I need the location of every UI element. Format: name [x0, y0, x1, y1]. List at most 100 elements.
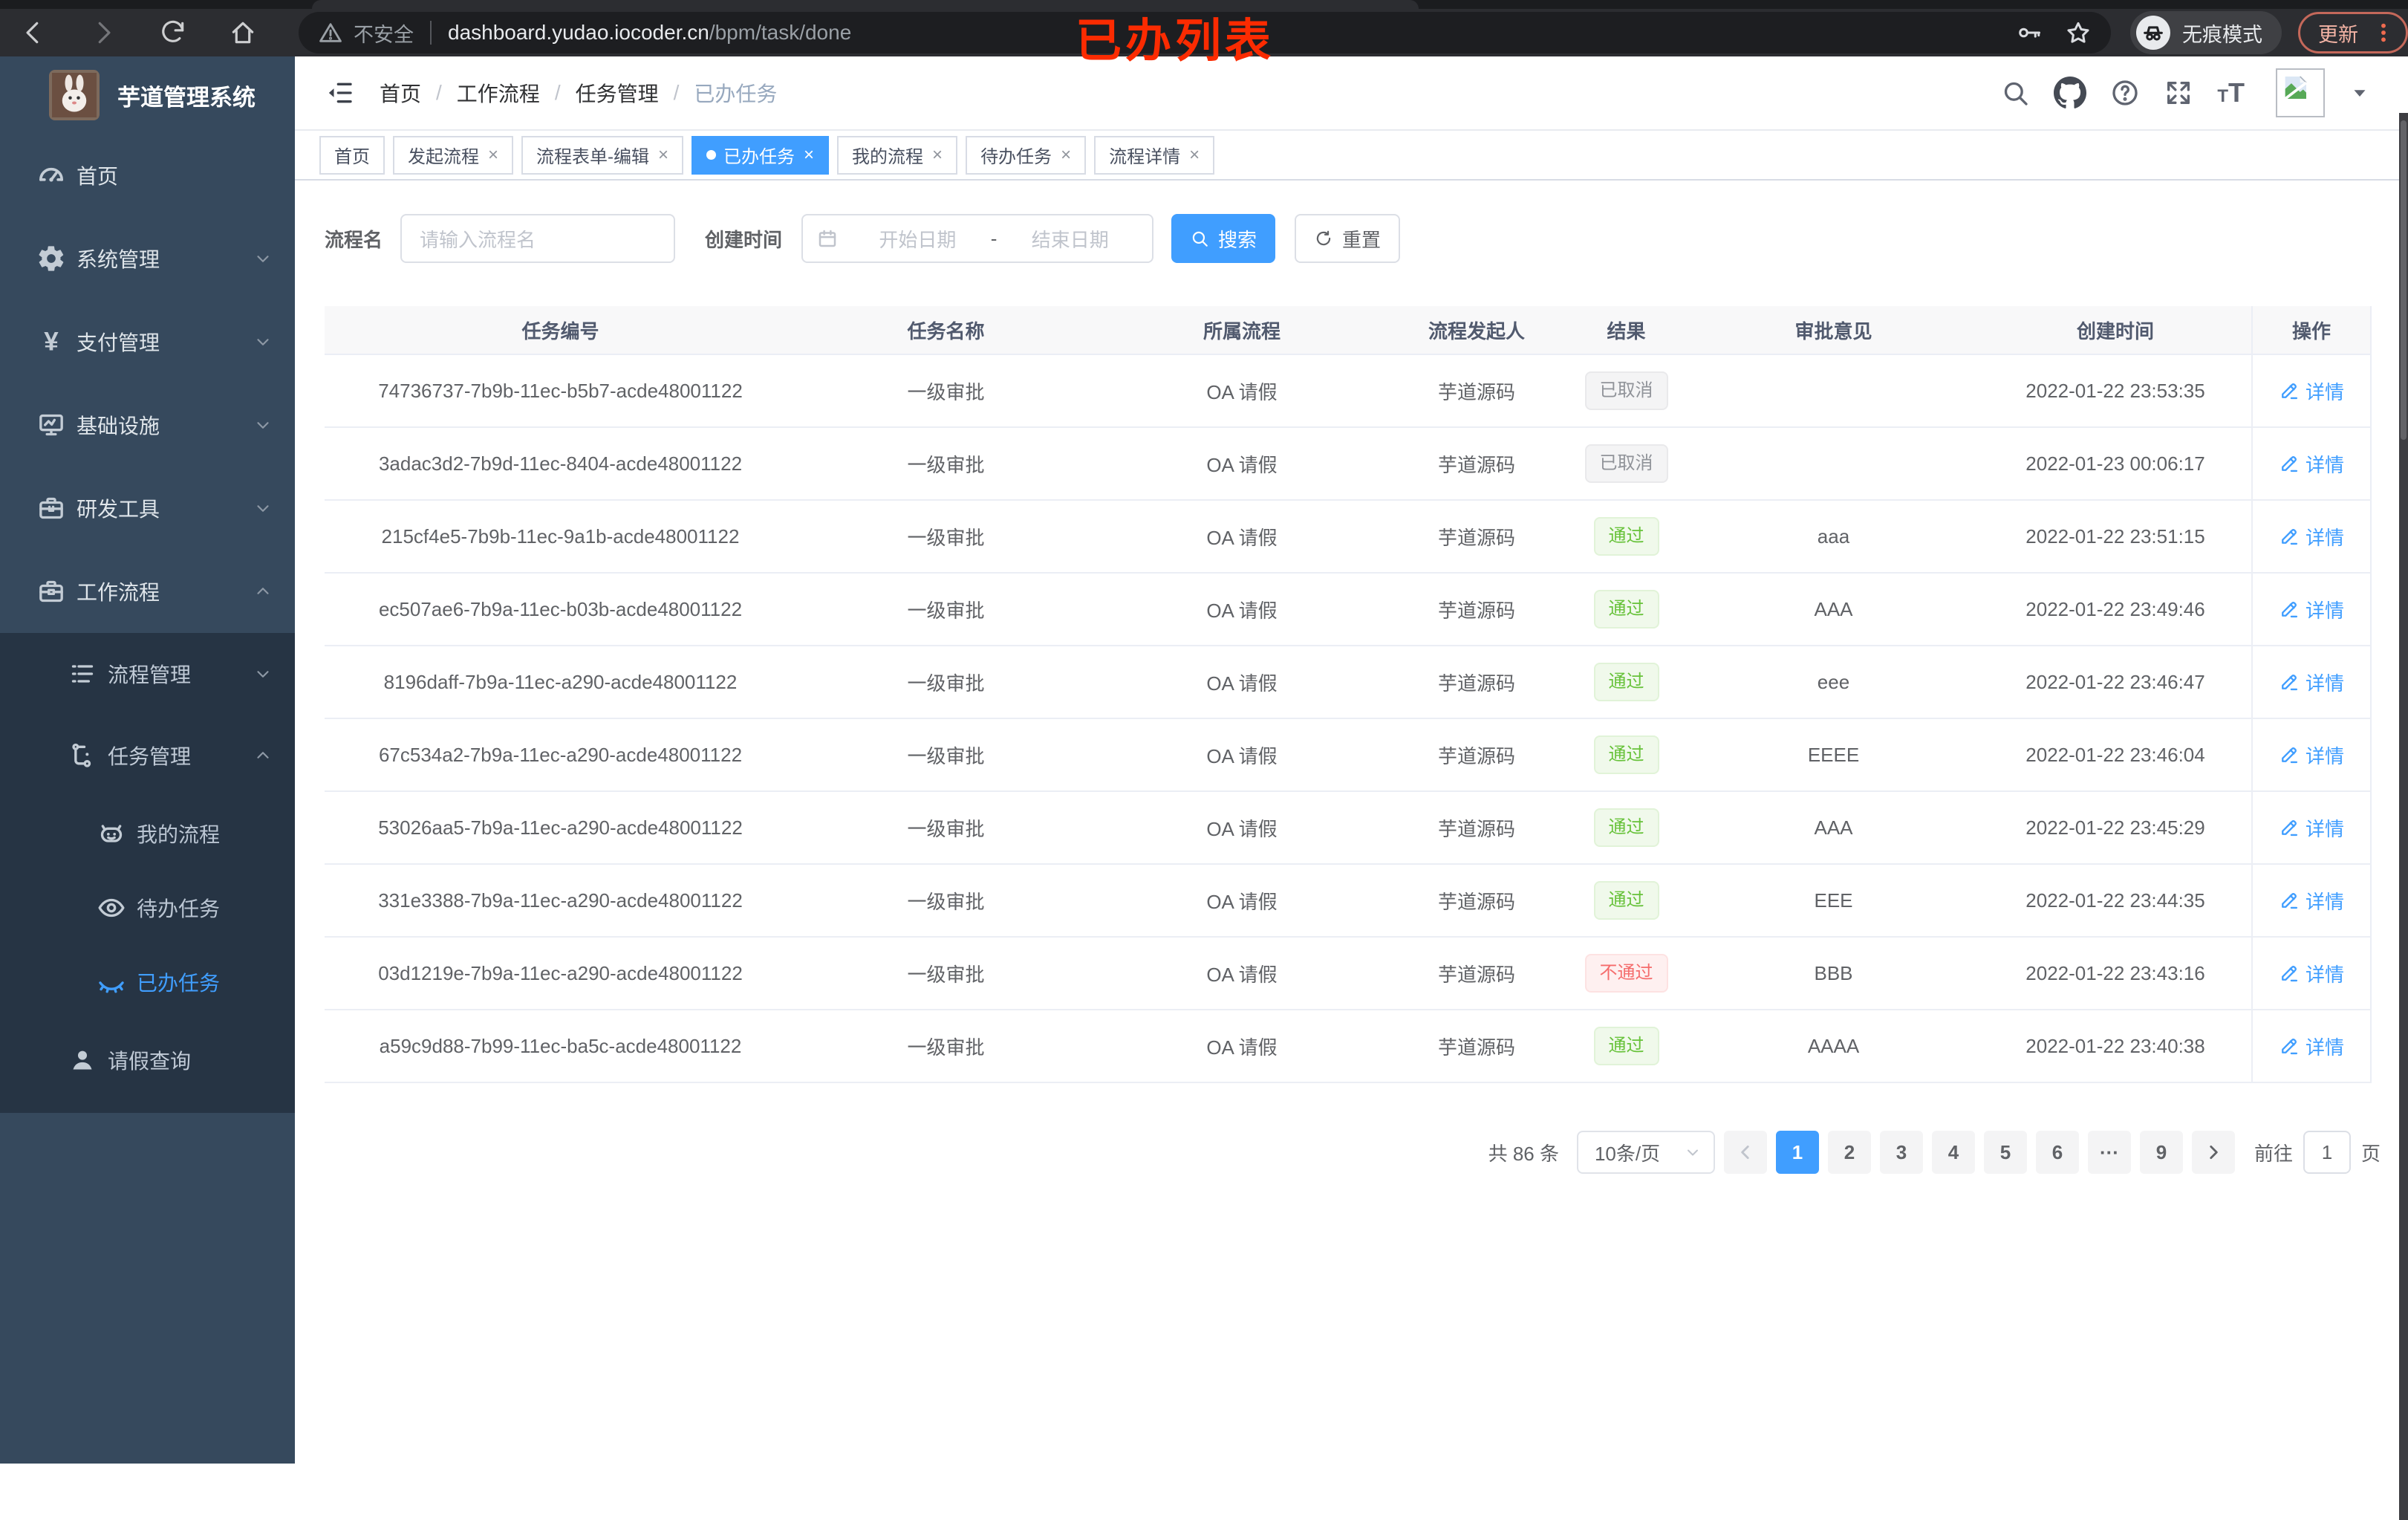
fullscreen-icon[interactable]: [2164, 78, 2193, 108]
browser-update-button[interactable]: 更新: [2298, 12, 2408, 53]
github-icon[interactable]: [2054, 77, 2087, 109]
close-tab-icon[interactable]: ×: [488, 144, 499, 165]
browser-back-button[interactable]: [19, 19, 48, 47]
app-logo-row[interactable]: 芋道管理系统: [0, 56, 295, 134]
page-size-select[interactable]: 10条/页: [1576, 1131, 1715, 1174]
yen-icon: ¥: [36, 327, 66, 357]
cell-comment: BBB: [1814, 961, 1853, 984]
page-ellipsis[interactable]: ···: [2087, 1131, 2131, 1174]
browser-home-button[interactable]: [229, 19, 257, 47]
browser-reload-button[interactable]: [159, 19, 187, 47]
prev-page-button[interactable]: [1723, 1131, 1767, 1174]
page-button-1[interactable]: 1: [1775, 1131, 1819, 1174]
chevron-down-icon: [253, 415, 273, 435]
sidebar-item-label: 工作流程: [77, 581, 160, 604]
sidebar-item-label: 请假查询: [108, 1050, 192, 1073]
toolbox-icon: [36, 493, 66, 523]
column-header-任务名称: 任务名称: [907, 319, 985, 342]
sidebar-item-workflow[interactable]: 工作流程: [0, 550, 295, 633]
help-icon[interactable]: [2110, 78, 2140, 108]
sidebar-item-home[interactable]: 首页: [0, 134, 295, 217]
page-button-6[interactable]: 6: [2035, 1131, 2079, 1174]
sidebar-collapse-icon[interactable]: [325, 78, 354, 108]
chevron-down-icon: [253, 249, 273, 268]
incognito-badge: 无痕模式: [2130, 11, 2282, 54]
cell-actions: 详情: [2251, 792, 2372, 863]
detail-button[interactable]: 详情: [2279, 669, 2344, 696]
browser-forward-button[interactable]: [89, 19, 117, 47]
page-button-2[interactable]: 2: [1827, 1131, 1871, 1174]
tab-首页[interactable]: 首页: [319, 135, 385, 175]
sidebar-item-process-mgmt[interactable]: 流程管理: [0, 633, 295, 715]
tab-流程表单-编辑[interactable]: 流程表单-编辑 ×: [521, 135, 684, 175]
date-end-placeholder[interactable]: 结束日期: [1031, 228, 1109, 251]
user-avatar[interactable]: [2276, 68, 2325, 117]
header-search-icon[interactable]: [2000, 78, 2030, 108]
cell-time: 2022-01-23 00:06:17: [2025, 452, 2205, 475]
close-tab-icon[interactable]: ×: [1061, 144, 1072, 165]
detail-button[interactable]: 详情: [2279, 1033, 2344, 1060]
page-button-5[interactable]: 5: [1983, 1131, 2027, 1174]
sidebar-item-task-mgmt[interactable]: 任务管理: [0, 715, 295, 796]
tab-发起流程[interactable]: 发起流程 ×: [393, 135, 514, 175]
password-key-icon[interactable]: [2016, 19, 2043, 46]
breadcrumb-item[interactable]: 首页: [380, 82, 422, 105]
close-tab-icon[interactable]: ×: [932, 144, 943, 165]
breadcrumb-item[interactable]: 任务管理: [575, 82, 659, 105]
close-tab-icon[interactable]: ×: [1189, 144, 1200, 165]
sidebar-item-todo-tasks[interactable]: 待办任务: [0, 871, 295, 945]
close-tab-icon[interactable]: ×: [658, 144, 669, 165]
detail-button[interactable]: 详情: [2279, 814, 2344, 842]
sidebar-item-system[interactable]: 系统管理: [0, 217, 295, 300]
page-button-4[interactable]: 4: [1931, 1131, 1975, 1174]
browser-active-tab[interactable]: [312, 0, 1419, 9]
insecure-warning-icon[interactable]: [318, 20, 343, 45]
column-header-审批意见: 审批意见: [1794, 319, 1872, 342]
tab-待办任务[interactable]: 待办任务 ×: [966, 135, 1087, 175]
close-tab-icon[interactable]: ×: [804, 144, 815, 165]
address-bar[interactable]: 不安全 dashboard.yudao.iocoder.cn/bpm/task/…: [299, 12, 2111, 53]
detail-button[interactable]: 详情: [2279, 523, 2344, 550]
page-button-9[interactable]: 9: [2139, 1131, 2183, 1174]
breadcrumb-separator: /: [554, 81, 561, 104]
bookmark-star-icon[interactable]: [2065, 19, 2092, 46]
page-scrollbar[interactable]: [2399, 113, 2408, 1520]
detail-button[interactable]: 详情: [2279, 887, 2344, 915]
detail-button[interactable]: 详情: [2279, 450, 2344, 478]
sidebar-item-done-tasks[interactable]: 已办任务: [0, 945, 295, 1019]
sidebar-item-devtools[interactable]: 研发工具: [0, 467, 295, 550]
detail-button[interactable]: 详情: [2279, 741, 2344, 769]
cell-actions: 详情: [2251, 355, 2372, 426]
process-name-input[interactable]: 请输入流程名: [400, 214, 676, 263]
detail-button[interactable]: 详情: [2279, 960, 2344, 987]
breadcrumb-item[interactable]: 工作流程: [456, 82, 540, 105]
sidebar-submenu: 流程管理 任务管理 我的流程 待办任务 已办任务请假查询: [0, 633, 295, 1113]
sidebar-item-leave-query[interactable]: 请假查询: [0, 1019, 295, 1101]
scrollbar-thumb[interactable]: [2401, 120, 2407, 440]
tab-流程详情[interactable]: 流程详情 ×: [1094, 135, 1215, 175]
detail-button[interactable]: 详情: [2279, 377, 2344, 405]
tab-我的流程[interactable]: 我的流程 ×: [837, 135, 958, 175]
reset-button-label: 重置: [1342, 228, 1382, 251]
date-range-picker[interactable]: 开始日期 - 结束日期: [801, 214, 1154, 263]
sidebar-item-label: 系统管理: [77, 248, 160, 271]
goto-page-input[interactable]: 1: [2303, 1131, 2351, 1174]
search-button[interactable]: 搜索: [1171, 214, 1276, 263]
date-start-placeholder[interactable]: 开始日期: [879, 228, 957, 251]
avatar-caret-icon[interactable]: [2349, 82, 2371, 104]
sidebar-item-payment[interactable]: ¥ 支付管理: [0, 300, 295, 383]
tab-已办任务[interactable]: 已办任务 ×: [692, 135, 830, 175]
detail-button[interactable]: 详情: [2279, 596, 2344, 623]
incognito-label: 无痕模式: [2182, 23, 2262, 46]
next-page-button[interactable]: [2191, 1131, 2235, 1174]
sidebar-item-infrastructure[interactable]: 基础设施: [0, 383, 295, 467]
page-button-3[interactable]: 3: [1879, 1131, 1923, 1174]
cell-process: OA 请假: [1206, 672, 1278, 695]
reset-button[interactable]: 重置: [1295, 214, 1401, 263]
red-annotation: 已办列表: [1076, 16, 1275, 67]
search-button-icon: [1190, 229, 1209, 248]
browser-menu-icon[interactable]: [2372, 21, 2395, 45]
sidebar-item-my-process[interactable]: 我的流程: [0, 796, 295, 871]
tab-label: 流程表单-编辑: [536, 147, 650, 167]
